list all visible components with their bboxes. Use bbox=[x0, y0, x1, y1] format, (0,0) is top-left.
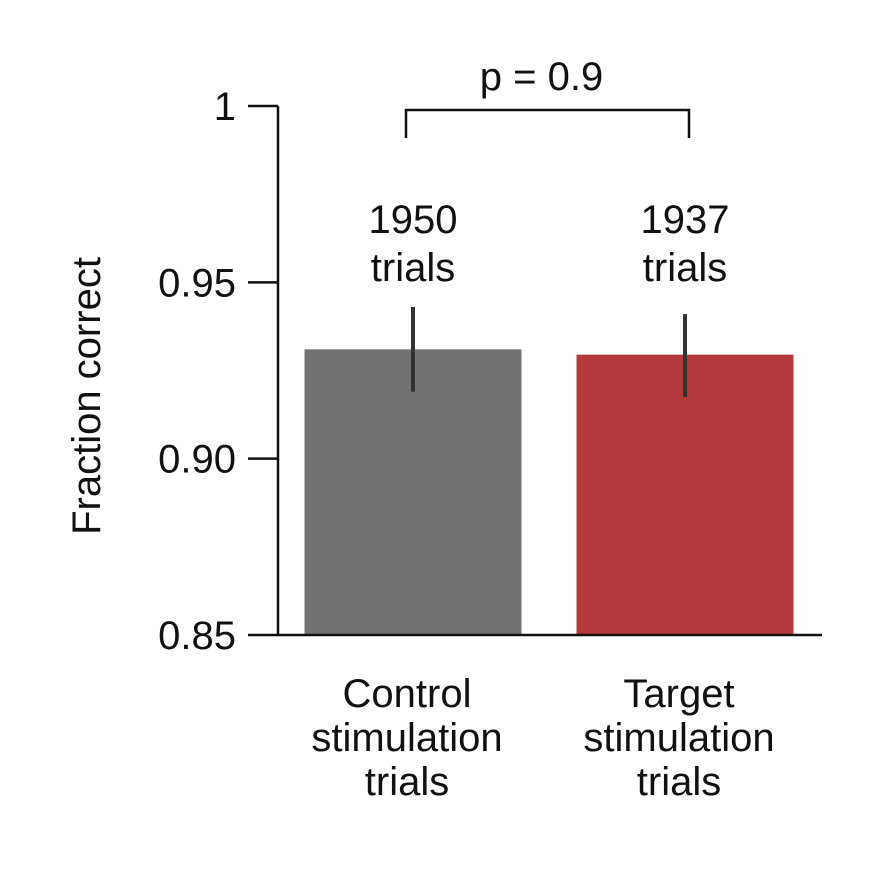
category-label: Target stimulation trials bbox=[583, 672, 774, 804]
significance-label: p = 0.9 bbox=[480, 55, 603, 99]
category-label-line: stimulation bbox=[311, 716, 502, 760]
significance-bracket-line bbox=[404, 108, 691, 138]
category-label-line: stimulation bbox=[583, 716, 774, 760]
y-tick-label: 0.95 bbox=[158, 261, 236, 305]
trial-count-line: 1937 bbox=[641, 198, 730, 242]
bar bbox=[304, 349, 522, 635]
y-tick-label: 1 bbox=[214, 85, 236, 129]
trial-count-label: 1950 trials bbox=[369, 198, 458, 290]
error-bars-layer bbox=[411, 307, 687, 397]
category-label-line: trials bbox=[365, 760, 449, 804]
category-label-line: Control bbox=[343, 672, 472, 716]
category-label: Control stimulation trials bbox=[311, 672, 502, 804]
bars-layer bbox=[304, 349, 794, 635]
trial-count-line: trials bbox=[371, 246, 455, 290]
trial-count-line: 1950 bbox=[369, 198, 458, 242]
y-tick-label: 0.90 bbox=[158, 438, 236, 482]
trial-count-label: 1937 trials bbox=[641, 198, 730, 290]
category-label-line: Target bbox=[623, 672, 734, 716]
bar bbox=[576, 354, 794, 635]
category-label-line: trials bbox=[637, 760, 721, 804]
trial-count-line: trials bbox=[643, 246, 727, 290]
y-axis-label: Fraction correct bbox=[65, 257, 109, 535]
significance-bracket: p = 0.9 bbox=[404, 55, 691, 138]
y-ticks: 0.85 0.90 0.95 1 bbox=[158, 85, 278, 658]
y-tick-label: 0.85 bbox=[158, 614, 236, 658]
axes bbox=[276, 106, 822, 637]
